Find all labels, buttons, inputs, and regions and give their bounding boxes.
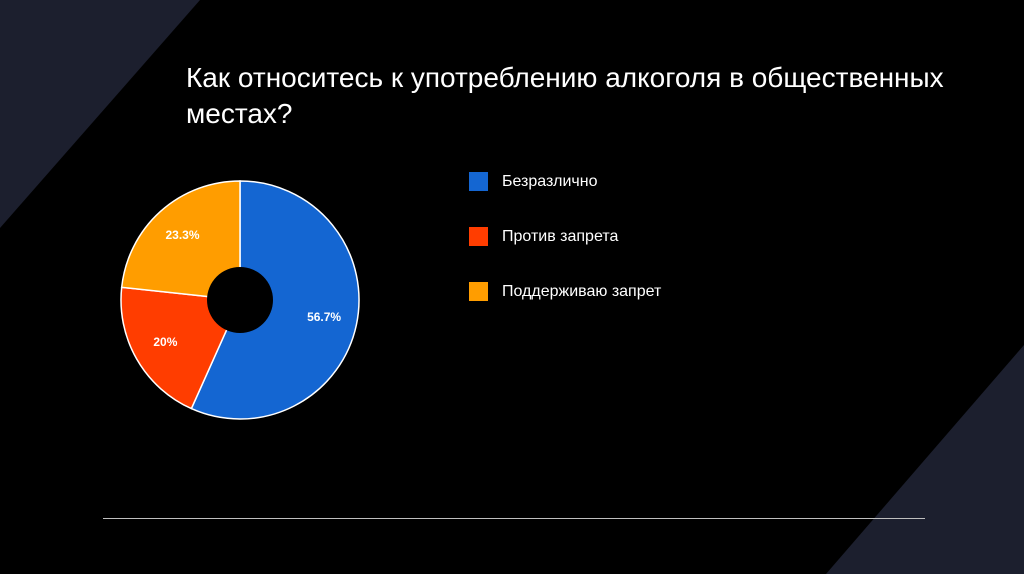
legend-item: Безразлично	[469, 172, 598, 191]
slice-data-label: 23.3%	[165, 228, 199, 242]
divider-line	[103, 518, 925, 519]
legend-item: Против запрета	[469, 227, 618, 246]
legend-swatch	[469, 172, 488, 191]
legend-label: Безразлично	[502, 172, 598, 190]
legend-label: Против запрета	[502, 227, 619, 245]
donut-hole	[207, 267, 273, 333]
legend-swatch	[469, 282, 488, 301]
legend-label: Поддерживаю запрет	[502, 282, 662, 300]
pie-data-labels: 56.7% 20% 23.3%	[153, 228, 341, 349]
legend-item: Поддерживаю запрет	[469, 282, 661, 301]
slice-data-label: 20%	[153, 335, 177, 349]
corner-shape-top-left	[0, 0, 200, 228]
slice-data-label: 56.7%	[307, 310, 341, 324]
pie-slice	[190, 180, 360, 420]
slide-title: Как относитесь к употреблению алкоголя в…	[186, 62, 944, 129]
pie-slices	[120, 180, 360, 420]
pie-slice	[120, 286, 242, 410]
legend-swatch	[469, 227, 488, 246]
pie-slice	[120, 180, 241, 301]
corner-shape-bottom-right	[826, 345, 1024, 574]
